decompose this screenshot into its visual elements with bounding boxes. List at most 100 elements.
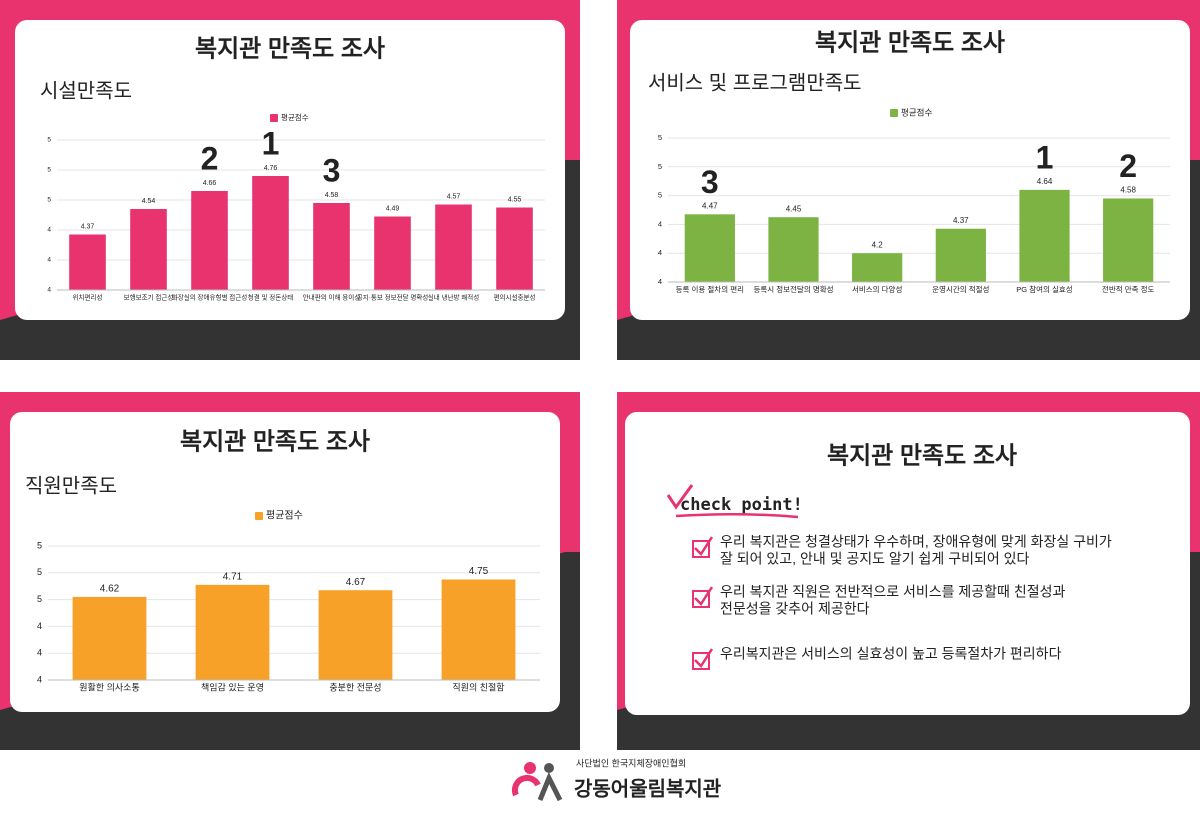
slide-title: 복지관 만족도 조사 <box>180 428 370 455</box>
x-tick-label: PG 참여의 실효성 <box>1016 284 1072 294</box>
bar <box>496 207 533 290</box>
y-tick-label: 5 <box>658 191 662 200</box>
bar <box>252 176 289 290</box>
x-tick-label: 위치편리성 <box>73 293 103 302</box>
checkpoint-item: 우리 복지관 직원은 전반적으로 서비스를 제공할때 친절성과 <box>720 584 1065 600</box>
footer-org: 사단법인 한국지체장애인협회 <box>576 757 686 768</box>
value-label: 4.2 <box>872 240 884 249</box>
x-tick-label: 등록시 정보전달의 명확성 <box>753 284 833 294</box>
legend-label: 평균점수 <box>266 510 303 522</box>
slide-title: 복지관 만족도 조사 <box>195 35 385 62</box>
bar <box>191 191 228 290</box>
y-tick-label: 5 <box>37 594 42 604</box>
footer-name: 강동어울림복지관 <box>574 777 722 800</box>
value-label: 4.75 <box>469 566 489 577</box>
bar <box>69 234 106 290</box>
rank-label: 2 <box>201 140 219 176</box>
slide-subtitle: 서비스 및 프로그램만족도 <box>648 71 862 94</box>
y-tick-label: 5 <box>37 540 42 550</box>
x-tick-label: 실내 냉난방 쾌적성 <box>428 293 479 302</box>
bar <box>195 584 270 680</box>
value-label: 4.62 <box>100 584 120 595</box>
slide-subtitle: 시설만족도 <box>40 79 132 102</box>
value-label: 4.71 <box>223 572 243 583</box>
checkpoint-item: 전문성을 갖추어 제공한다 <box>720 601 870 617</box>
value-label: 4.54 <box>142 198 156 205</box>
checkpoint-item: 잘 되어 있고, 안내 및 공지도 알기 쉽게 구비되어 있다 <box>720 551 1029 567</box>
y-tick-label: 4 <box>658 277 662 286</box>
legend-label: 평균점수 <box>901 107 932 117</box>
rank-label: 1 <box>1036 139 1054 175</box>
y-tick-label: 4 <box>37 648 42 658</box>
value-label: 4.47 <box>702 201 718 210</box>
bar <box>1019 189 1070 282</box>
heading-underline <box>675 512 799 519</box>
value-label: 4.55 <box>508 196 522 203</box>
checkpoint-item: 우리복지관은 서비스의 실효성이 높고 등록절차가 편리하다 <box>720 646 1062 662</box>
checkbox <box>692 540 710 558</box>
rank-label: 2 <box>1119 148 1137 184</box>
bar <box>374 216 411 290</box>
bar <box>318 590 393 680</box>
value-label: 4.64 <box>1037 177 1053 186</box>
y-tick-label: 5 <box>47 137 51 144</box>
x-tick-label: 보행보조기 접근성 <box>124 293 174 302</box>
bar <box>441 579 516 680</box>
rank-label: 3 <box>701 164 719 200</box>
y-tick-label: 5 <box>658 162 662 171</box>
y-tick-label: 5 <box>658 133 662 142</box>
checkbox-tick <box>694 648 714 668</box>
bar <box>852 253 903 282</box>
x-tick-label: 편의시설충분성 <box>494 293 536 302</box>
bar <box>935 228 986 282</box>
slide-subtitle: 직원만족도 <box>25 474 117 497</box>
bar <box>313 203 350 290</box>
x-tick-label: 전반적 만족 정도 <box>1102 284 1155 294</box>
logo-dot <box>544 763 554 773</box>
bar <box>130 209 167 290</box>
value-label: 4.57 <box>447 193 461 200</box>
logo-dot <box>524 762 536 774</box>
y-tick-label: 4 <box>658 248 662 257</box>
y-tick-label: 4 <box>47 287 51 294</box>
y-tick-label: 4 <box>47 227 51 234</box>
x-tick-label: 운영시간의 적절성 <box>932 284 989 294</box>
bar <box>768 217 819 282</box>
value-label: 4.37 <box>81 223 95 230</box>
x-tick-label: 안내판의 이해 용이성 <box>303 293 360 302</box>
y-tick-label: 5 <box>47 167 51 174</box>
value-label: 4.49 <box>386 205 400 212</box>
bar <box>684 214 735 282</box>
slide-title: 복지관 만족도 조사 <box>815 29 1005 56</box>
x-tick-label: 공지·통보 정보전달 명확성 <box>357 293 429 302</box>
value-label: 4.58 <box>1120 186 1136 195</box>
logo-shape <box>511 774 541 797</box>
value-label: 4.45 <box>786 204 802 213</box>
checkbox <box>692 652 710 670</box>
value-label: 4.67 <box>346 577 366 588</box>
checkbox-tick <box>694 586 714 606</box>
legend-label: 평균점수 <box>281 112 309 122</box>
y-tick-label: 5 <box>47 197 51 204</box>
checkpoint-item: 우리 복지관은 청결상태가 우수하며, 장애유형에 맞게 화장실 구비가 <box>720 534 1112 550</box>
slide-card <box>10 412 560 712</box>
legend-swatch <box>890 109 898 117</box>
y-tick-label: 5 <box>37 567 42 577</box>
y-tick-label: 4 <box>37 674 42 684</box>
check-mark <box>666 484 694 510</box>
legend-swatch <box>255 512 263 520</box>
bar <box>1103 198 1154 282</box>
rank-label: 1 <box>262 125 280 161</box>
value-label: 4.66 <box>203 180 217 187</box>
x-tick-label: 책임감 있는 운영 <box>201 681 264 692</box>
bar <box>72 596 147 680</box>
logo-shape <box>537 771 563 802</box>
value-label: 4.58 <box>325 192 339 199</box>
x-tick-label: 원활한 의사소통 <box>79 681 139 692</box>
bar <box>435 204 472 290</box>
x-tick-label: 등록 이용 절차의 편리 <box>676 284 744 294</box>
x-tick-label: 충분한 전문성 <box>329 682 381 692</box>
x-tick-label: 서비스의 다양성 <box>852 284 902 294</box>
y-tick-label: 4 <box>37 621 42 631</box>
